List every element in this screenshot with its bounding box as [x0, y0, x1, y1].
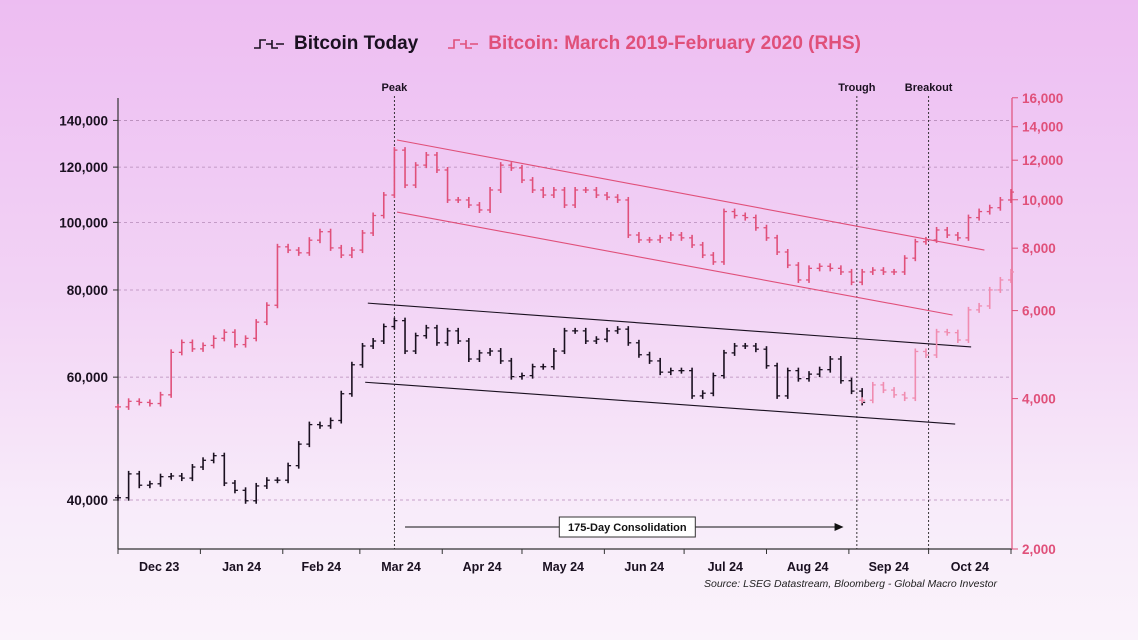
channel-line	[396, 139, 985, 251]
y-left-tick-label: 80,000	[67, 283, 108, 298]
legend-item-bitcoin-2019[interactable]: Bitcoin: March 2019-February 2020 (RHS)	[446, 33, 861, 55]
y-right-tick-label: 2,000	[1022, 542, 1056, 557]
y-right-tick-label: 8,000	[1022, 241, 1056, 256]
channel-line	[367, 302, 972, 348]
x-tick-label: Sep 24	[869, 560, 909, 574]
pink-bar-series-icon	[448, 39, 479, 49]
x-tick-label: Apr 24	[463, 560, 502, 574]
x-tick-label: Jul 24	[708, 560, 743, 574]
x-tick-label: Dec 23	[139, 560, 179, 574]
x-tick-label: Jan 24	[222, 560, 261, 574]
arrow-head-icon	[834, 523, 844, 531]
y-right-tick-label: 10,000	[1022, 193, 1063, 208]
marker-label-trough: Trough	[838, 82, 876, 94]
legend-item-bitcoin-today[interactable]: Bitcoin Today	[252, 33, 418, 55]
y-left-tick-label: 100,000	[59, 215, 108, 230]
marker-label-breakout: Breakout	[905, 82, 953, 94]
consolidation-label: 175-Day Consolidation	[568, 522, 687, 534]
x-tick-label: Jun 24	[624, 560, 664, 574]
y-left-tick-label: 60,000	[67, 370, 108, 385]
x-tick-label: Mar 24	[381, 560, 421, 574]
source-note: Source: LSEG Datastream, Bloomberg - Glo…	[704, 578, 997, 590]
x-tick-label: Feb 24	[302, 560, 342, 574]
channel-line	[365, 381, 956, 425]
y-left-tick-label: 120,000	[59, 160, 108, 175]
consolidation-label-box	[558, 516, 696, 538]
black-bar-series-icon	[254, 39, 284, 49]
legend-label: Bitcoin Today	[294, 33, 419, 54]
channel-line	[396, 211, 953, 316]
x-tick-label: Aug 24	[787, 560, 829, 574]
y-right-tick-label: 12,000	[1022, 153, 1063, 168]
y-left-tick-label: 140,000	[59, 113, 108, 128]
x-tick-label: Oct 24	[951, 560, 989, 574]
y-right-tick-label: 6,000	[1022, 304, 1056, 319]
marker-label-peak: Peak	[382, 82, 409, 94]
x-tick-label: May 24	[542, 560, 584, 574]
y-right-tick-label: 4,000	[1022, 392, 1056, 407]
y-right-tick-label: 14,000	[1022, 120, 1063, 135]
legend-label: Bitcoin: March 2019-February 2020 (RHS)	[488, 33, 861, 54]
y-left-tick-label: 40,000	[67, 493, 108, 508]
y-right-tick-label: 16,000	[1022, 91, 1063, 106]
legend: Bitcoin Today Bitcoin: March 2019-Februa…	[252, 33, 861, 55]
